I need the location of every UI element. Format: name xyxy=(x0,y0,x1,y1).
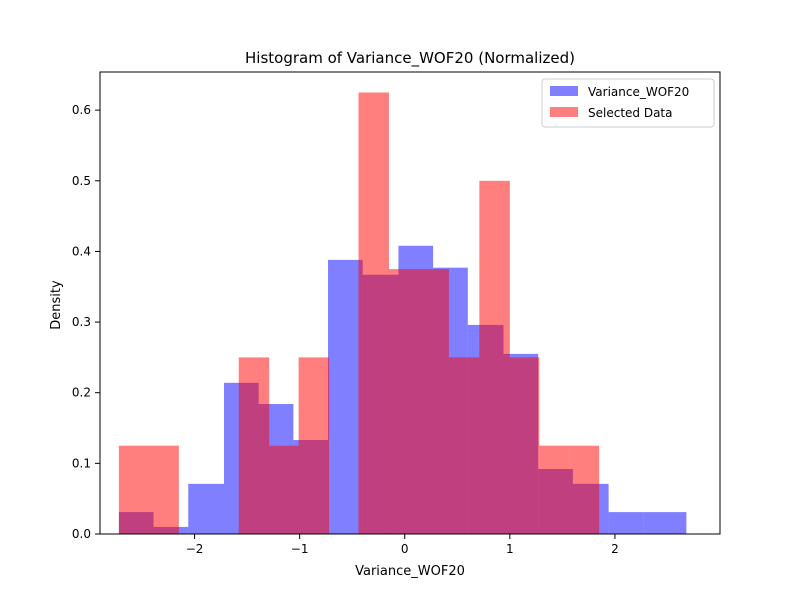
axes: −2 −1 0 1 2 0.0 0.1 0.2 0.3 0.4 0.5 0.6 xyxy=(72,71,721,556)
histogram-bar-series-1-bin-2 xyxy=(238,357,270,534)
histogram-bar-series-1-bin-0 xyxy=(118,445,179,534)
legend-box xyxy=(541,78,715,128)
x-tick-label-4: 2 xyxy=(611,542,619,556)
histogram-bar-series-1-bin-6 xyxy=(358,92,389,534)
y-axis-label: Density xyxy=(49,280,64,330)
x-tick-label-0: −2 xyxy=(186,542,204,556)
y-tick-label-4: 0.4 xyxy=(72,244,91,258)
legend: Variance_WOF20 Selected Data xyxy=(541,78,715,128)
legend-swatch-0 xyxy=(550,86,578,96)
legend-label-1: Selected Data xyxy=(588,106,673,120)
histogram-bar-series-1-bin-3 xyxy=(269,445,299,534)
histogram-bar-series-1-bin-7 xyxy=(388,269,449,534)
y-tick-label-6: 0.6 xyxy=(72,103,91,117)
plot-frame xyxy=(99,71,721,535)
chart-title: Histogram of Variance_WOF20 (Normalized) xyxy=(245,49,575,68)
legend-swatch-1 xyxy=(550,107,578,117)
y-tick-label-2: 0.2 xyxy=(72,386,91,400)
x-tick-label-3: 1 xyxy=(506,542,514,556)
x-tick-label-2: 0 xyxy=(401,542,409,556)
plot-area xyxy=(118,92,687,534)
histogram-bar-series-1-bin-9 xyxy=(479,180,510,534)
legend-label-0: Variance_WOF20 xyxy=(588,85,689,99)
y-tick-label-5: 0.5 xyxy=(72,174,91,188)
x-tick-label-1: −1 xyxy=(291,542,309,556)
histogram-bar-series-0-bin-6 xyxy=(328,259,363,534)
histogram-bar-series-0-bin-15 xyxy=(643,512,687,534)
histogram-bar-series-1-bin-12 xyxy=(569,445,600,534)
histogram-bar-series-1-bin-8 xyxy=(448,357,480,534)
histogram-bar-series-1-bin-4 xyxy=(298,357,330,534)
histogram-bar-series-0-bin-2 xyxy=(188,483,224,534)
x-axis-label: Variance_WOF20 xyxy=(355,564,465,579)
histogram-bar-series-1-bin-10 xyxy=(509,357,540,534)
y-tick-label-3: 0.3 xyxy=(72,315,91,329)
y-tick-label-0: 0.0 xyxy=(72,527,91,541)
histogram-bar-series-1-bin-11 xyxy=(539,445,570,534)
y-tick-label-1: 0.1 xyxy=(72,456,91,470)
histogram-bar-series-0-bin-14 xyxy=(608,512,644,534)
